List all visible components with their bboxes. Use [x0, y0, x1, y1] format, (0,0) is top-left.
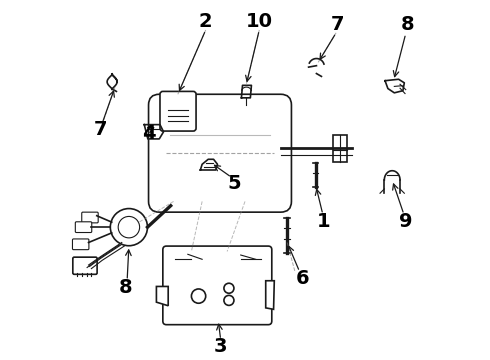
- Text: 7: 7: [94, 121, 107, 139]
- Text: 6: 6: [295, 269, 309, 288]
- Polygon shape: [266, 281, 274, 309]
- FancyBboxPatch shape: [160, 91, 196, 131]
- Text: 7: 7: [331, 15, 344, 34]
- Polygon shape: [156, 287, 168, 306]
- Text: 3: 3: [213, 337, 227, 356]
- Bar: [333, 135, 347, 162]
- FancyBboxPatch shape: [73, 257, 97, 274]
- FancyBboxPatch shape: [75, 222, 92, 233]
- FancyBboxPatch shape: [73, 239, 89, 249]
- Text: 9: 9: [399, 212, 413, 231]
- Text: 8: 8: [401, 15, 415, 34]
- FancyBboxPatch shape: [148, 94, 292, 212]
- Text: 8: 8: [119, 278, 132, 297]
- Text: 5: 5: [227, 174, 241, 193]
- Text: 4: 4: [142, 124, 155, 143]
- FancyBboxPatch shape: [163, 246, 272, 325]
- Text: 1: 1: [317, 212, 330, 231]
- Text: 10: 10: [246, 12, 273, 31]
- Text: 2: 2: [199, 12, 213, 31]
- FancyBboxPatch shape: [82, 212, 98, 223]
